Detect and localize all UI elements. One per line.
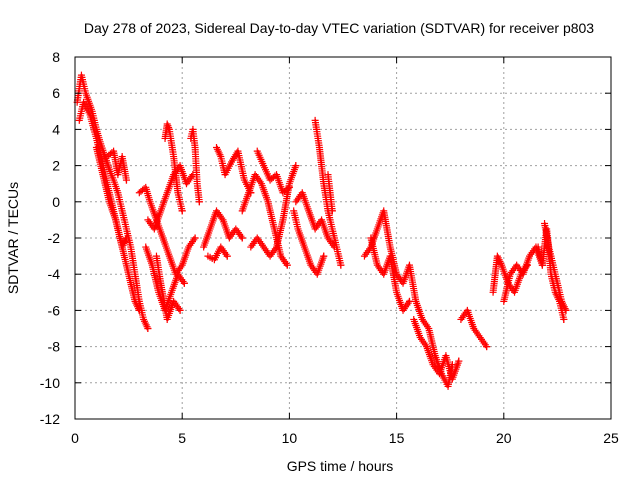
x-tick-label: 20 [496, 430, 512, 446]
chart-title: Day 278 of 2023, Sidereal Day-to-day VTE… [84, 20, 594, 36]
y-tick-label: -6 [48, 302, 61, 318]
data-point [562, 306, 570, 314]
y-tick-label: 2 [52, 158, 60, 174]
data-point [191, 234, 199, 242]
data-point [122, 176, 130, 184]
x-tick-label: 0 [71, 430, 79, 446]
data-point [328, 207, 336, 215]
y-ticks: -12 -10 -8 -6 -4 -2 0 2 4 6 8 [40, 49, 611, 427]
data-point [122, 234, 130, 242]
y-tick-label: -10 [40, 375, 60, 391]
data-point [238, 234, 246, 242]
y-tick-label: 4 [52, 121, 60, 137]
y-tick-label: 6 [52, 85, 60, 101]
data-point [560, 315, 568, 323]
data-point [455, 357, 463, 365]
data-point [135, 306, 143, 314]
data-points [73, 71, 570, 390]
data-point [180, 279, 188, 287]
y-tick-label: 0 [52, 194, 60, 210]
data-point [483, 343, 491, 351]
data-point [292, 162, 300, 170]
y-tick-label: -4 [48, 266, 61, 282]
y-tick-label: 8 [52, 49, 60, 65]
y-axis-label: SDTVAR / TECUs [5, 182, 21, 294]
x-tick-label: 15 [389, 430, 405, 446]
data-point [330, 243, 338, 251]
data-point [195, 198, 203, 206]
data-point [223, 252, 231, 260]
x-axis-label: GPS time / hours [287, 458, 394, 474]
y-tick-label: -12 [40, 411, 60, 427]
y-tick-label: -8 [48, 339, 61, 355]
data-point [285, 183, 293, 191]
grid [75, 57, 611, 419]
data-point [283, 261, 291, 269]
x-tick-label: 10 [282, 430, 298, 446]
x-tick-label: 25 [603, 430, 619, 446]
data-point [405, 297, 413, 305]
data-point [178, 207, 186, 215]
data-point [144, 325, 152, 332]
data-point [337, 261, 345, 269]
x-ticks: 0 5 10 15 20 25 [71, 57, 619, 446]
data-point [176, 306, 184, 314]
data-point [320, 252, 328, 260]
data-point [284, 185, 292, 193]
x-tick-label: 5 [178, 430, 186, 446]
y-tick-label: -2 [48, 230, 61, 246]
